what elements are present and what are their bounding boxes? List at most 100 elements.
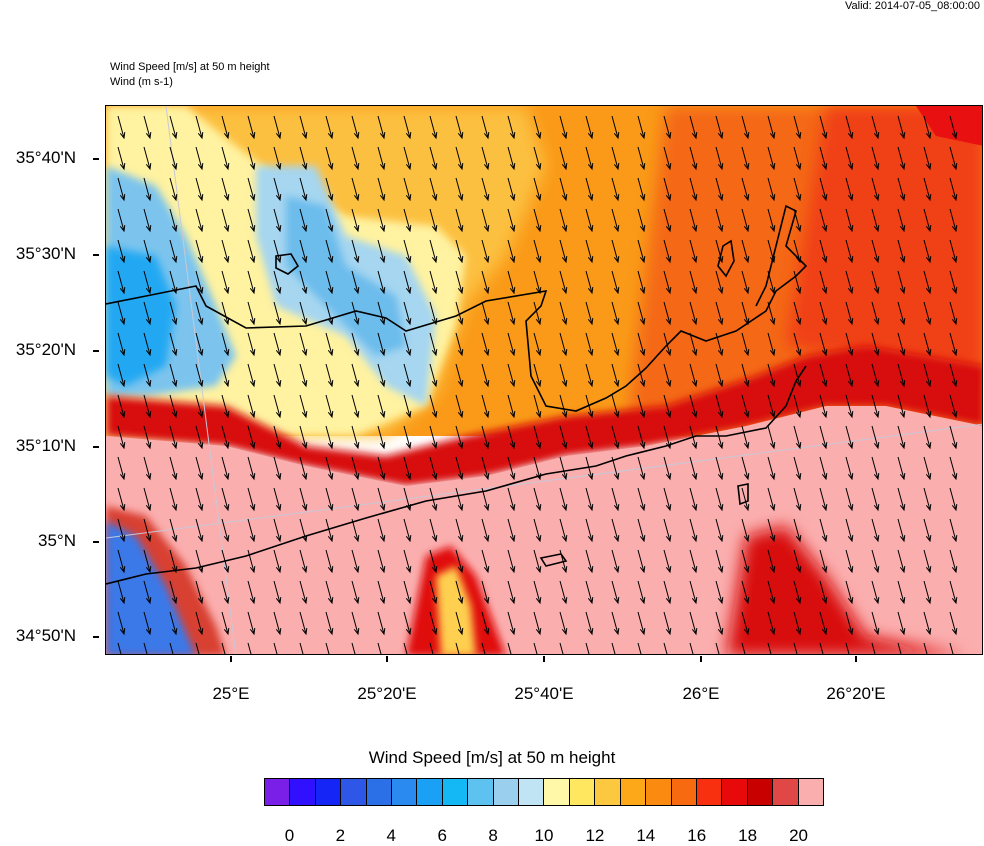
colorbar-cell	[722, 779, 748, 805]
wind-arrow	[455, 270, 464, 295]
wind-arrow	[377, 642, 382, 654]
wind-arrow	[897, 394, 906, 419]
wind-arrow	[845, 270, 854, 295]
wind-arrow	[221, 146, 230, 171]
wind-arrow	[871, 239, 880, 264]
wind-arrow	[897, 270, 906, 295]
wind-arrow	[845, 332, 854, 357]
wind-arrow	[611, 456, 620, 481]
wind-arrow	[793, 425, 802, 450]
wind-arrow	[819, 177, 828, 202]
wind-arrow	[559, 518, 568, 543]
wind-arrow	[117, 332, 126, 357]
wind-arrow	[195, 456, 204, 481]
wind-arrow	[117, 580, 126, 605]
wind-arrow	[455, 177, 464, 202]
wind-arrow	[611, 239, 620, 264]
wind-arrow	[689, 456, 698, 481]
wind-arrow	[793, 208, 802, 233]
wind-arrow	[247, 611, 256, 636]
wind-arrow	[663, 394, 672, 419]
wind-arrow	[819, 456, 828, 481]
wind-arrow	[845, 394, 854, 419]
wind-arrow	[741, 332, 750, 357]
wind-arrow	[507, 642, 512, 654]
lat-tick	[93, 350, 99, 352]
lat-label: 35°20'N	[15, 340, 76, 359]
wind-arrow	[845, 177, 854, 202]
wind-arrow	[611, 580, 620, 605]
wind-arrow	[741, 642, 746, 654]
lon-tick	[855, 656, 857, 662]
wind-arrow	[507, 456, 516, 481]
wind-arrow	[871, 363, 880, 388]
wind-arrow	[299, 487, 308, 512]
wind-arrow	[949, 270, 958, 295]
wind-arrow	[715, 363, 724, 388]
colorbar-label: 14	[636, 826, 656, 845]
lon-tick	[230, 656, 232, 662]
wind-arrow	[559, 611, 568, 636]
wind-arrow	[377, 456, 386, 481]
wind-arrow	[247, 456, 256, 481]
wind-arrow	[871, 208, 880, 233]
wind-arrow	[351, 580, 360, 605]
wind-arrow	[169, 456, 178, 481]
wind-arrow	[299, 270, 308, 295]
wind-arrow	[325, 270, 334, 295]
wind-arrow	[715, 642, 720, 654]
wind-arrow	[585, 239, 594, 264]
colorbar-cell	[620, 779, 647, 805]
wind-arrow	[741, 363, 750, 388]
speed-field-west-deep-blue	[106, 246, 176, 386]
colorbar-cell	[773, 779, 799, 805]
wind-arrow	[819, 146, 828, 171]
wind-arrow	[481, 580, 490, 605]
lat-tick	[93, 158, 99, 160]
wind-arrow	[897, 363, 906, 388]
wind-arrow	[403, 301, 412, 326]
wind-arrow	[195, 611, 204, 636]
wind-arrow	[117, 487, 126, 512]
wind-arrow	[325, 363, 334, 388]
wind-arrow	[871, 332, 880, 357]
wind-arrow	[533, 208, 542, 233]
wind-arrow	[715, 146, 724, 171]
wind-arrow	[533, 177, 542, 202]
wind-arrow	[351, 394, 360, 419]
colorbar-cell	[544, 779, 570, 805]
wind-arrow	[429, 239, 438, 264]
wind-arrow	[767, 146, 776, 171]
wind-arrow	[195, 549, 204, 574]
wind-arrow	[481, 146, 490, 171]
wind-arrow	[221, 518, 230, 543]
wind-arrow	[923, 363, 932, 388]
wind-arrow	[741, 518, 750, 543]
wind-arrow	[611, 425, 620, 450]
wind-arrow	[325, 425, 334, 450]
wind-arrow	[689, 518, 698, 543]
wind-arrow	[819, 580, 828, 605]
wind-arrow	[871, 425, 880, 450]
wind-arrow	[871, 301, 880, 326]
wind-arrow	[663, 456, 672, 481]
wind-arrow	[533, 549, 542, 574]
wind-arrow	[637, 487, 646, 512]
wind-arrow	[793, 394, 802, 419]
lat-label: 34°50'N	[15, 626, 76, 645]
wind-arrow	[819, 115, 828, 140]
wind-arrow	[325, 518, 334, 543]
wind-arrow	[455, 208, 464, 233]
wind-arrow	[273, 549, 282, 574]
wind-arrow	[455, 301, 464, 326]
wind-arrow	[273, 642, 278, 654]
wind-arrow	[533, 580, 542, 605]
wind-arrow	[923, 456, 932, 481]
wind-arrow	[325, 580, 334, 605]
wind-arrow	[793, 518, 802, 543]
wind-arrow	[273, 363, 282, 388]
wind-arrow	[741, 239, 750, 264]
wind-arrow	[273, 425, 282, 450]
lon-label: 26°E	[682, 684, 720, 703]
wind-arrow	[403, 580, 412, 605]
